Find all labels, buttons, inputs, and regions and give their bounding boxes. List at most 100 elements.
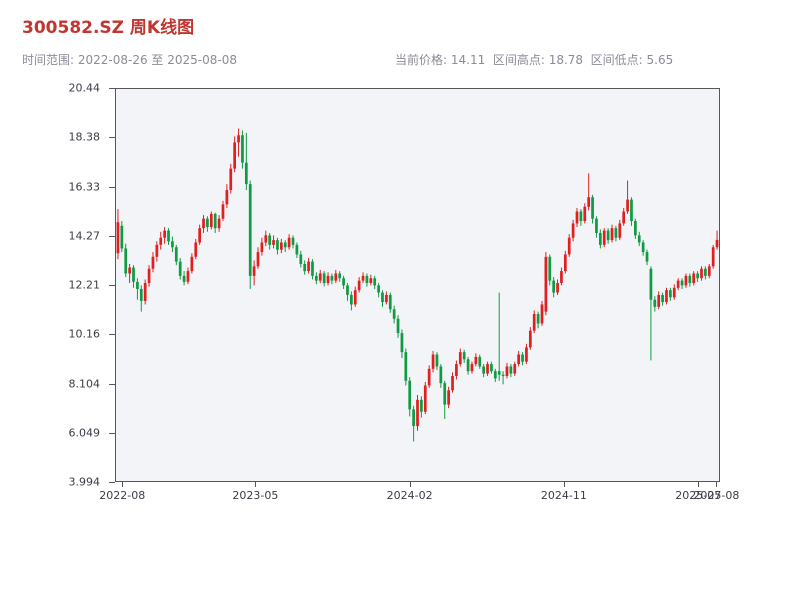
y-tick-mark [109,88,115,89]
candle [431,350,435,373]
candle [661,292,664,306]
candle [361,272,365,284]
candle [567,234,571,257]
candle [241,130,244,169]
candle [591,194,594,224]
candle [330,273,334,285]
candle [583,203,587,224]
candle [303,260,307,275]
candle [264,230,268,247]
candle [455,360,458,380]
candle [517,350,521,367]
candle [221,200,225,222]
candle [447,386,450,409]
candle [540,300,544,326]
candle [482,364,485,378]
candle [396,315,400,338]
price-stats-label: 当前价格: 14.11 区间高点: 18.78 区间低点: 5.65 [395,53,674,67]
candle [587,173,591,211]
candle [696,271,699,282]
candle [174,244,178,266]
candle [435,352,439,371]
candle [575,207,579,228]
candle [692,271,696,286]
chart-title: 300582.SZ 周K线图 [22,18,195,38]
candle [318,269,322,284]
candle [657,291,661,310]
candle [478,354,482,369]
y-tick-label: 16.33 [68,180,101,193]
candle [610,224,614,243]
candle [299,250,303,268]
candle [116,209,120,260]
candle [626,180,629,214]
y-tick-mark [109,285,115,286]
x-axis-labels: 2022-08 2023-05 2024-02 2024-11 2025-07 2025-… [99,489,739,505]
candle [423,381,427,415]
date-range-label: 时间范围: 2022-08-26 至 2025-08-08 [22,53,237,67]
candle [233,136,237,173]
candle [322,271,326,287]
candle [229,163,233,194]
candle [532,310,536,334]
candle [649,266,653,361]
candle [124,243,128,278]
candle [676,278,680,291]
candle [186,267,190,285]
candle [190,253,194,274]
candle [159,231,163,250]
candle [420,396,423,418]
candlestick-plot [116,128,719,442]
candle [700,266,703,281]
candle [669,287,672,301]
candle [563,250,567,274]
candle [505,362,509,379]
candle [256,247,260,269]
candle [279,238,283,254]
x-tick-label: 2024-02 [386,489,433,502]
candle [136,278,139,300]
candle [490,361,493,374]
candle [377,283,380,298]
candle [206,216,209,232]
candle [548,254,552,286]
y-tick-mark [109,482,115,483]
candle [645,249,649,266]
x-tick-mark [122,482,124,487]
x-tick-label: 2022-08 [99,489,146,502]
candle [641,240,645,256]
candle [244,132,248,191]
candle [665,287,668,305]
candle [528,327,532,350]
candle [338,271,342,282]
candle [711,244,715,269]
candle [618,219,622,241]
x-tick-label: 2024-11 [540,489,587,502]
candle [365,273,369,287]
candle [287,234,291,250]
x-tick-mark [716,482,718,487]
candle [307,257,310,274]
candle [439,364,443,388]
y-tick-label: 6.049 [68,426,101,440]
candle [237,128,240,157]
candle [182,271,186,286]
candle [466,356,470,375]
candle [326,272,330,286]
x-tick-mark [698,482,700,487]
y-tick-mark [109,383,115,385]
candle [381,290,384,307]
candle [252,260,256,286]
candle [412,405,415,442]
y-tick-mark [109,137,115,139]
candle [486,361,489,376]
candle [248,180,252,289]
candle [314,272,318,285]
candle [260,237,264,256]
plot-area [115,88,720,482]
candle [353,286,357,307]
candle [525,343,528,365]
x-tick-mark [409,482,411,487]
candle [470,361,474,374]
